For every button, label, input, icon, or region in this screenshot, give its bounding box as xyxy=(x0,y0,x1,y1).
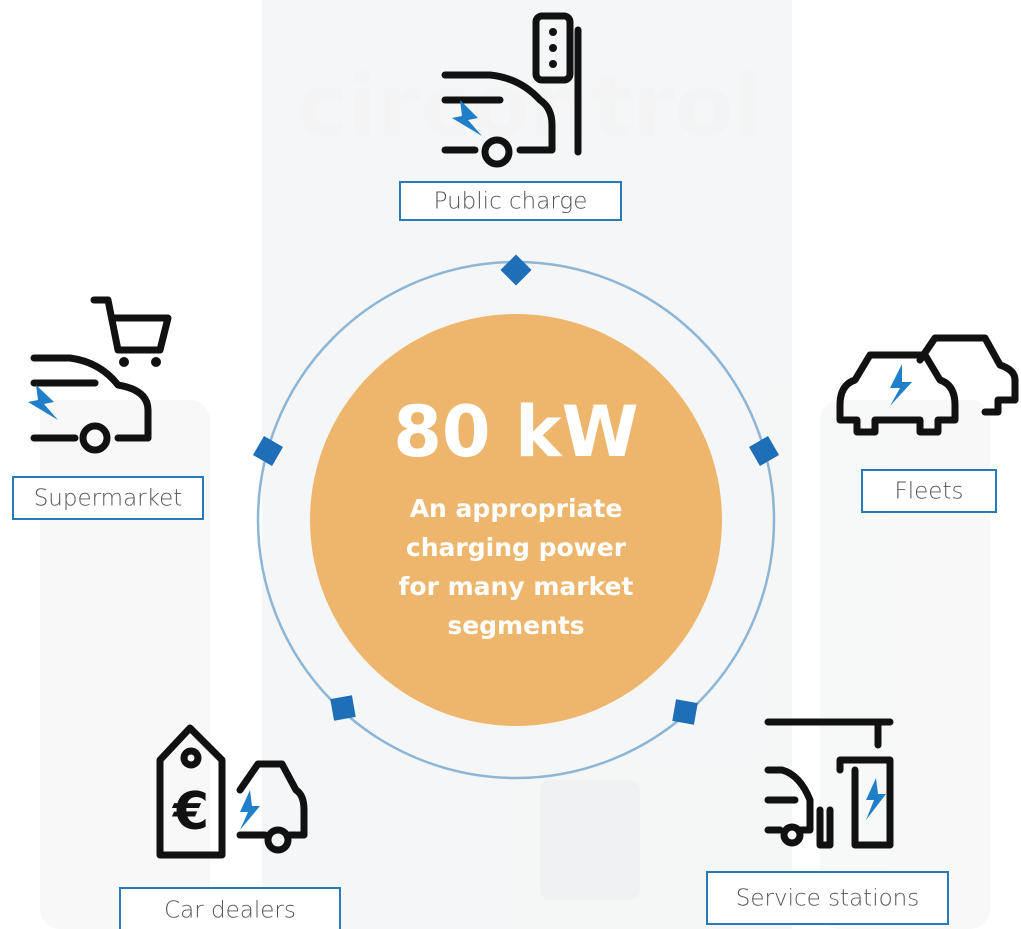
segment-label: Public charge xyxy=(434,189,588,215)
infographic: circontrol 80 kW An appropriate charging … xyxy=(0,0,1021,929)
center-title: 80 kW xyxy=(393,391,639,473)
segment-label: Car dealers xyxy=(164,898,296,924)
svg-text:€: € xyxy=(172,782,209,842)
segment-label: Fleets xyxy=(895,479,964,505)
subtitle-line: An appropriate xyxy=(410,494,623,523)
background-logo: circontrol xyxy=(297,56,763,156)
segment-label: Service stations xyxy=(736,886,919,912)
subtitle-line: for many market xyxy=(399,572,634,601)
subtitle-line: segments xyxy=(447,611,584,640)
subtitle-line: charging power xyxy=(406,533,627,562)
segment-label: Supermarket xyxy=(34,486,183,512)
